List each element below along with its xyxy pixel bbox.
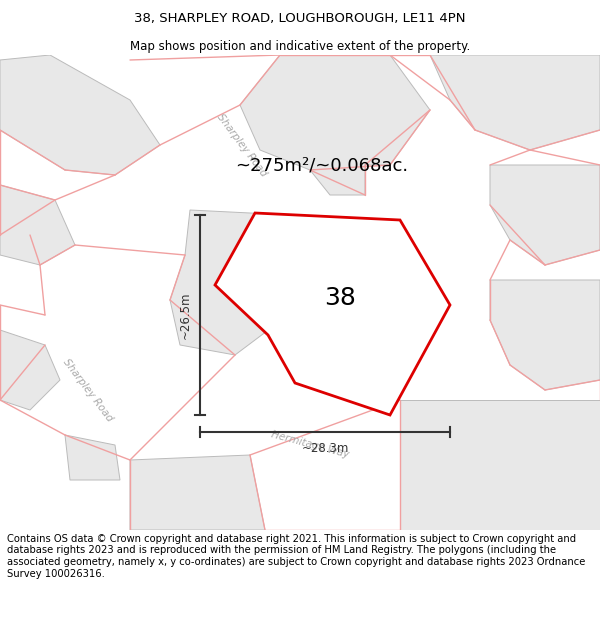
Polygon shape xyxy=(400,400,600,530)
Polygon shape xyxy=(240,55,430,195)
Polygon shape xyxy=(215,213,450,415)
Text: Map shows position and indicative extent of the property.: Map shows position and indicative extent… xyxy=(130,39,470,52)
Text: Contains OS data © Crown copyright and database right 2021. This information is : Contains OS data © Crown copyright and d… xyxy=(7,534,586,579)
Text: 38, SHARPLEY ROAD, LOUGHBOROUGH, LE11 4PN: 38, SHARPLEY ROAD, LOUGHBOROUGH, LE11 4P… xyxy=(134,12,466,25)
Text: ~275m²/~0.068ac.: ~275m²/~0.068ac. xyxy=(235,156,408,174)
Polygon shape xyxy=(0,55,160,175)
Text: ~26.5m: ~26.5m xyxy=(179,291,192,339)
Text: Sharpley Road: Sharpley Road xyxy=(215,112,269,178)
Polygon shape xyxy=(490,165,600,265)
Text: Sharpley Road: Sharpley Road xyxy=(61,357,115,423)
Polygon shape xyxy=(0,185,75,265)
Polygon shape xyxy=(490,280,600,390)
Polygon shape xyxy=(170,210,310,355)
Polygon shape xyxy=(0,330,60,410)
Text: ~28.3m: ~28.3m xyxy=(301,442,349,455)
Text: Hermitage Way: Hermitage Way xyxy=(270,430,350,460)
Polygon shape xyxy=(430,55,600,150)
Text: 38: 38 xyxy=(324,286,356,310)
Polygon shape xyxy=(65,435,120,480)
Polygon shape xyxy=(130,455,265,530)
